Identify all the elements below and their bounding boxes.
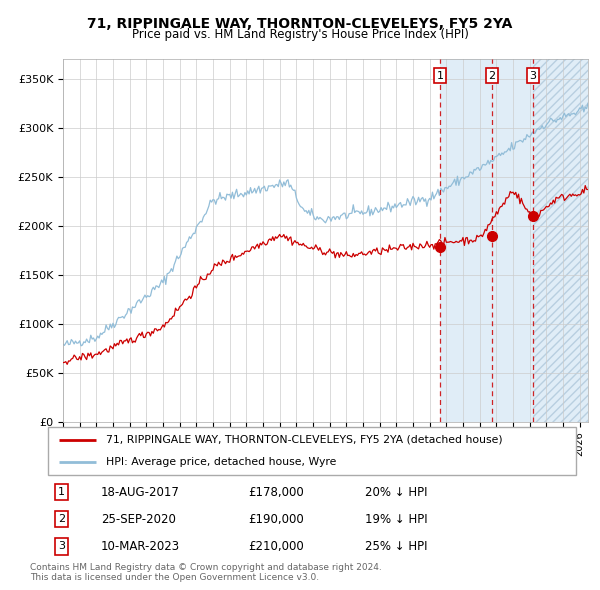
- Text: 18-AUG-2017: 18-AUG-2017: [101, 486, 179, 499]
- Text: HPI: Average price, detached house, Wyre: HPI: Average price, detached house, Wyre: [106, 457, 337, 467]
- Text: 1: 1: [58, 487, 65, 497]
- Text: This data is licensed under the Open Government Licence v3.0.: This data is licensed under the Open Gov…: [30, 573, 319, 582]
- Text: 25% ↓ HPI: 25% ↓ HPI: [365, 540, 427, 553]
- Text: Contains HM Land Registry data © Crown copyright and database right 2024.: Contains HM Land Registry data © Crown c…: [30, 563, 382, 572]
- Text: £178,000: £178,000: [248, 486, 304, 499]
- Text: £190,000: £190,000: [248, 513, 304, 526]
- FancyBboxPatch shape: [48, 427, 576, 475]
- Text: 20% ↓ HPI: 20% ↓ HPI: [365, 486, 427, 499]
- Bar: [533, 59, 588, 422]
- Text: 2: 2: [488, 71, 496, 81]
- Bar: [533, 59, 588, 422]
- Text: 71, RIPPINGALE WAY, THORNTON-CLEVELEYS, FY5 2YA (detached house): 71, RIPPINGALE WAY, THORNTON-CLEVELEYS, …: [106, 435, 503, 445]
- Text: 2: 2: [58, 514, 65, 525]
- Text: Price paid vs. HM Land Registry's House Price Index (HPI): Price paid vs. HM Land Registry's House …: [131, 28, 469, 41]
- Text: 3: 3: [529, 71, 536, 81]
- Bar: [440, 59, 533, 422]
- Text: 71, RIPPINGALE WAY, THORNTON-CLEVELEYS, FY5 2YA: 71, RIPPINGALE WAY, THORNTON-CLEVELEYS, …: [88, 17, 512, 31]
- Text: 3: 3: [58, 542, 65, 552]
- Text: 10-MAR-2023: 10-MAR-2023: [101, 540, 180, 553]
- Text: £210,000: £210,000: [248, 540, 304, 553]
- Text: 19% ↓ HPI: 19% ↓ HPI: [365, 513, 427, 526]
- Text: 25-SEP-2020: 25-SEP-2020: [101, 513, 176, 526]
- Text: 1: 1: [437, 71, 443, 81]
